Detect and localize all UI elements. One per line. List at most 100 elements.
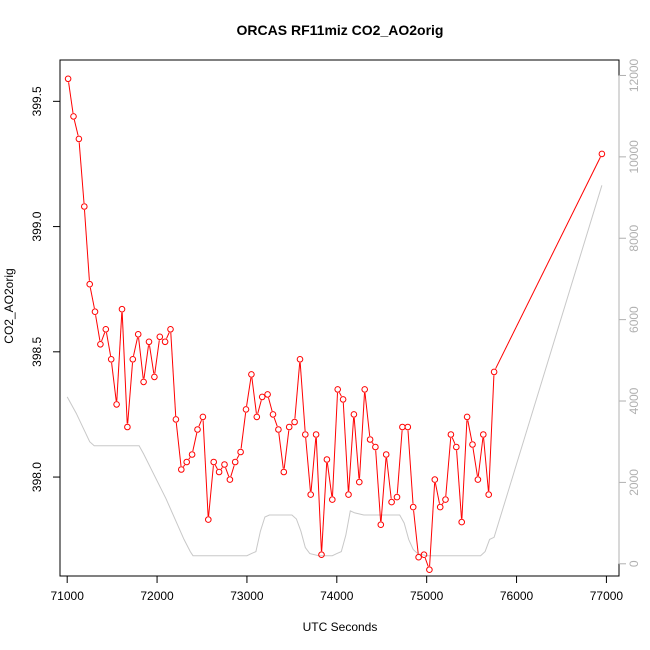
altitude-series xyxy=(66,185,603,557)
x-axis-label: UTC Seconds xyxy=(303,620,378,634)
co2-line-segment xyxy=(305,437,311,492)
y2-tick-label: 12000 xyxy=(627,58,641,92)
co2-line-segment xyxy=(154,340,160,374)
co2-data-point xyxy=(296,356,304,363)
co2-data-point xyxy=(231,458,239,466)
co2-data-point xyxy=(161,338,169,346)
y2-tick-label: 8000 xyxy=(627,225,641,252)
co2-data-point xyxy=(598,150,606,158)
co2-data-point xyxy=(420,551,428,559)
co2-data-point xyxy=(97,341,104,348)
co2-data-point xyxy=(172,416,180,423)
co2-line-segment xyxy=(246,377,252,407)
co2-data-point xyxy=(205,516,212,523)
altitude-line xyxy=(66,185,603,557)
co2-data-point xyxy=(226,476,234,483)
co2-line-segment xyxy=(359,392,365,479)
co2-line-segment xyxy=(182,464,186,467)
co2-line-segment xyxy=(472,447,478,477)
co2-line-segment xyxy=(198,420,202,427)
co2-data-point xyxy=(372,443,379,451)
co2-line-segment xyxy=(461,420,468,519)
co2-data-point xyxy=(221,461,228,468)
co2-data-point xyxy=(215,468,223,476)
co2-data-point xyxy=(258,393,266,401)
co2-line-segment xyxy=(467,420,473,442)
co2-data-point xyxy=(64,75,72,83)
co2-line-segment xyxy=(121,312,128,424)
co2-line-segment xyxy=(429,483,436,567)
co2-line-segment xyxy=(451,437,456,444)
co2-line-segment xyxy=(396,430,403,494)
co2-data-point xyxy=(291,418,298,426)
co2-data-point xyxy=(447,431,455,438)
co2-data-point xyxy=(124,423,131,431)
co2-line-segment xyxy=(188,457,191,460)
co2-line-segment xyxy=(268,397,273,412)
co2-line-segment xyxy=(348,417,355,492)
co2-data-point xyxy=(442,496,449,503)
y2-tick-label: 2000 xyxy=(627,469,641,496)
co2-data-point xyxy=(264,391,271,398)
co2-data-point xyxy=(242,406,250,413)
co2-data-point xyxy=(436,503,444,511)
co2-line-segment xyxy=(89,287,95,309)
co2-series xyxy=(64,75,606,574)
co2-line-segment xyxy=(477,437,484,477)
co2-data-point xyxy=(377,521,385,529)
co2-data-point xyxy=(469,441,476,448)
co2-line-segment xyxy=(143,345,149,379)
co2-data-point xyxy=(253,413,261,421)
x-tick-label: 74000 xyxy=(320,589,354,603)
co2-data-point xyxy=(86,280,93,288)
co2-data-point xyxy=(302,431,309,438)
co2-data-point xyxy=(382,451,390,458)
co2-line-segment xyxy=(321,462,328,552)
co2-line-segment xyxy=(495,156,601,369)
co2-line-segment xyxy=(138,337,144,379)
co2-data-point xyxy=(269,411,277,418)
co2-data-point xyxy=(339,396,347,403)
co2-data-point xyxy=(237,448,244,456)
co2-line-segment xyxy=(78,142,85,204)
co2-line-segment xyxy=(441,502,444,505)
co2-line-segment xyxy=(170,332,177,417)
co2-data-point xyxy=(178,466,185,473)
co2-data-point xyxy=(129,356,137,363)
co2-line-segment xyxy=(68,82,74,113)
co2-line-segment xyxy=(332,392,338,497)
co2-data-point xyxy=(480,431,487,438)
co2-line-segment xyxy=(84,209,90,281)
co2-data-point xyxy=(329,496,336,503)
co2-data-point xyxy=(426,566,433,574)
chart-title: ORCAS RF11miz CO2_AO2orig xyxy=(237,22,444,38)
co2-data-point xyxy=(404,423,412,431)
co2-data-point xyxy=(474,476,482,483)
co2-line-segment xyxy=(338,392,342,397)
co2-line-segment xyxy=(488,375,495,492)
co2-line-segment xyxy=(407,430,414,504)
co2-line-segment xyxy=(236,454,240,460)
co2-data-point xyxy=(307,491,315,498)
co2-line-segment xyxy=(192,432,198,452)
co2-data-point xyxy=(280,468,288,476)
co2-line-segment xyxy=(413,510,419,554)
co2-line-segment xyxy=(133,337,138,357)
co2-data-point xyxy=(167,326,174,333)
co2-line-segment xyxy=(208,465,214,517)
x-tick-label: 73000 xyxy=(230,589,264,603)
co2-data-point xyxy=(366,436,374,443)
co2-data-point xyxy=(156,333,164,341)
co2-line-segment xyxy=(483,437,489,492)
co2-data-point xyxy=(145,338,153,346)
y-axis-left: 398.0 398.5 399.0 399.5 xyxy=(30,86,61,492)
plot-frame xyxy=(59,59,620,577)
y2-tick-label: 6000 xyxy=(627,306,641,333)
co2-line-segment xyxy=(315,437,322,552)
co2-line-segment xyxy=(371,442,374,445)
co2-line-segment xyxy=(386,457,392,499)
co2-data-point xyxy=(102,326,110,333)
co2-data-point xyxy=(199,413,207,421)
co2-data-point xyxy=(75,135,83,143)
co2-line-segment xyxy=(101,332,106,342)
